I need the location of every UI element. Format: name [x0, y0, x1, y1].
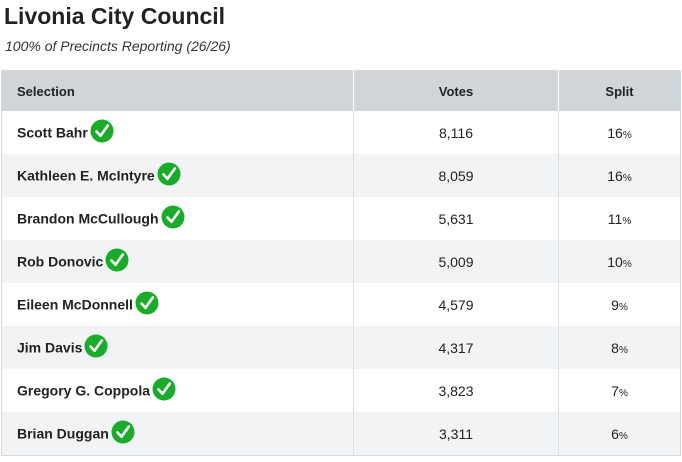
candidate-name: Gregory G. Coppola — [17, 382, 151, 399]
vote-count: 3,311 — [353, 412, 559, 456]
checkmark-circle-icon — [152, 377, 176, 401]
table-row: Gregory G. Coppola 3,823 7% — [1, 369, 681, 412]
vote-count: 3,823 — [353, 369, 559, 412]
table-row: Scott Bahr 8,116 16% — [1, 111, 681, 154]
candidate-cell: Eileen McDonnell — [1, 283, 354, 326]
percent-sign: % — [618, 344, 628, 356]
candidate-cell: Scott Bahr — [1, 111, 354, 154]
candidate-name: Brian Duggan — [17, 425, 109, 442]
candidate-name: Eileen McDonnell — [17, 296, 133, 313]
split-value: 10 — [607, 253, 623, 270]
split-value: 16 — [607, 124, 623, 141]
table-row: Brian Duggan 3,311 6% — [1, 412, 681, 456]
column-header-selection: Selection — [1, 70, 354, 111]
candidate-cell: Brandon McCullough — [1, 197, 354, 240]
candidate-cell: Jim Davis — [1, 326, 354, 369]
checkmark-circle-icon — [84, 334, 108, 358]
vote-count: 4,317 — [353, 326, 559, 369]
split-value: 6 — [611, 425, 619, 442]
vote-count: 8,059 — [353, 154, 559, 197]
table-row: Jim Davis 4,317 8% — [1, 326, 681, 369]
split-percentage: 7% — [558, 369, 681, 412]
split-value: 11 — [607, 210, 623, 227]
checkmark-circle-icon — [105, 248, 129, 272]
column-header-votes: Votes — [353, 70, 559, 111]
split-percentage: 6% — [558, 412, 681, 456]
candidate-cell: Gregory G. Coppola — [1, 369, 354, 412]
table-row: Rob Donovic 5,009 10% — [1, 240, 681, 283]
candidate-name: Rob Donovic — [17, 253, 104, 270]
split-value: 16 — [607, 167, 623, 184]
percent-sign: % — [622, 215, 632, 227]
split-value: 8 — [611, 339, 619, 356]
split-percentage: 16% — [558, 154, 681, 197]
split-percentage: 11% — [558, 197, 681, 240]
candidate-cell: Kathleen E. McIntyre — [1, 154, 354, 197]
split-value: 9 — [611, 296, 619, 313]
vote-count: 5,631 — [353, 197, 559, 240]
candidate-cell: Rob Donovic — [1, 240, 354, 283]
table-header-row: Selection Votes Split — [1, 70, 681, 111]
page-title: Livonia City Council — [4, 3, 226, 29]
percent-sign: % — [618, 301, 628, 313]
checkmark-circle-icon — [157, 162, 181, 186]
percent-sign: % — [618, 387, 628, 399]
percent-sign: % — [622, 129, 632, 141]
percent-sign: % — [622, 172, 632, 184]
vote-count: 4,579 — [353, 283, 559, 326]
split-percentage: 9% — [558, 283, 681, 326]
table-row: Brandon McCullough 5,631 11% — [1, 197, 681, 240]
candidate-cell: Brian Duggan — [1, 412, 354, 456]
candidate-name: Scott Bahr — [17, 124, 88, 141]
vote-count: 8,116 — [353, 111, 559, 154]
split-percentage: 10% — [558, 240, 681, 283]
split-value: 7 — [611, 382, 619, 399]
split-percentage: 8% — [558, 326, 681, 369]
candidate-name: Kathleen E. McIntyre — [17, 167, 155, 184]
vote-count: 5,009 — [353, 240, 559, 283]
table-row: Eileen McDonnell 4,579 9% — [1, 283, 681, 326]
results-table: Selection Votes Split Scott Bahr 8,116 16%… — [1, 70, 681, 456]
table-row: Kathleen E. McIntyre 8,059 16% — [1, 154, 681, 197]
column-header-split: Split — [558, 70, 681, 111]
checkmark-circle-icon — [90, 119, 114, 143]
checkmark-circle-icon — [111, 420, 135, 444]
candidate-name: Jim Davis — [17, 339, 83, 356]
percent-sign: % — [618, 430, 628, 442]
checkmark-circle-icon — [135, 291, 159, 315]
checkmark-circle-icon — [161, 205, 185, 229]
candidate-name: Brandon McCullough — [17, 210, 159, 227]
split-percentage: 16% — [558, 111, 681, 154]
precincts-reporting-text: 100% of Precincts Reporting (26/26) — [5, 38, 231, 54]
percent-sign: % — [622, 258, 632, 270]
